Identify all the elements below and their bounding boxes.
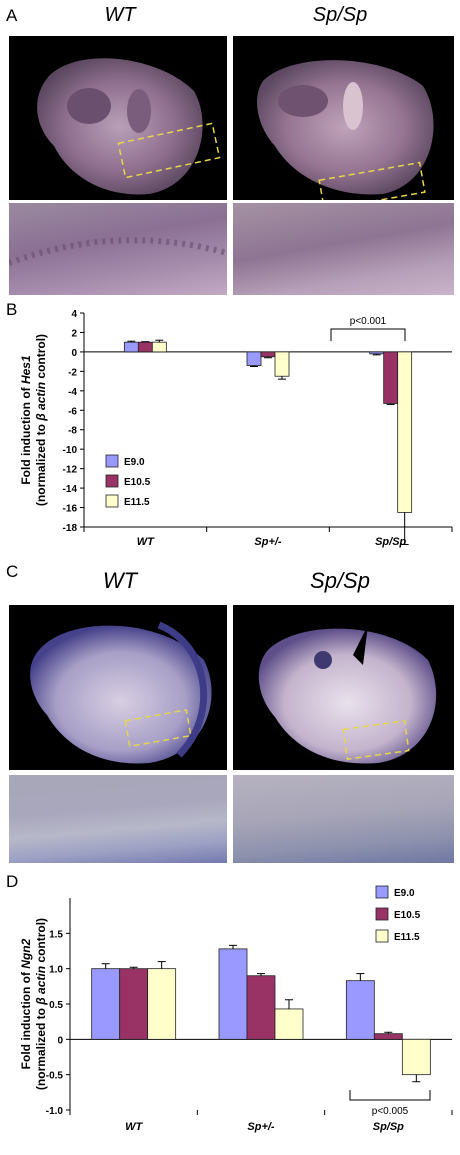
bar	[274, 351, 290, 377]
x-category-label: Sp/Sp	[375, 536, 406, 548]
bar	[369, 351, 385, 355]
y-tick-label: 0.5	[49, 1000, 63, 1011]
embryo-photo-spsp-a	[233, 36, 454, 200]
y-tick-label: -12	[63, 465, 78, 476]
genotype-label-spsp-c: Sp/Sp	[310, 568, 370, 593]
panel-letter-a: A	[6, 6, 18, 25]
bar	[91, 968, 121, 1040]
embryo-photo-wt-c	[9, 605, 227, 770]
legend-label: E9.0	[394, 888, 415, 899]
significance-label: p<0.001	[350, 316, 387, 327]
panel-letter-b: B	[6, 300, 18, 319]
bar	[246, 975, 276, 1040]
y-tick-label: -18	[63, 523, 78, 534]
y-tick-label: -16	[63, 504, 78, 515]
bar	[246, 351, 262, 366]
somite-closeup-wt-c	[9, 775, 227, 863]
y-tick-label: -4	[68, 387, 77, 398]
y-axis-label: Fold induction of Ngn2(normalized to β a…	[19, 918, 48, 1090]
legend-swatch	[375, 929, 389, 943]
hes1-bar-chart: 4 2 0 -2 -4 -6 -8 -10 -12 -14 -16 -18 WT Sp+/- Sp/Sp Fo…	[19, 309, 453, 548]
y-tick-label: -1.0	[46, 1106, 64, 1117]
y-axis-label-line1: Fold induction of Hes1	[19, 355, 33, 485]
legend-label: E9.0	[124, 457, 145, 468]
ngn2-bar-chart: 1.5 1.0 0.5 0 -0.5 -1.0 WT Sp+/- Sp/Sp Fold induc…	[19, 885, 453, 1133]
legend-label: E10.5	[394, 910, 421, 921]
legend-swatch	[105, 454, 119, 468]
x-category-label: Sp+/-	[247, 1121, 275, 1133]
y-tick-label: -8	[68, 426, 77, 437]
y-axis-label-line1: Fold induction of Ngn2	[19, 938, 33, 1069]
bar	[123, 341, 139, 353]
y-tick-label: 4	[71, 309, 77, 320]
somite-closeup-spsp-c	[233, 775, 454, 863]
embryo-photo-spsp-c	[233, 605, 454, 770]
genotype-label-wt-c: WT	[102, 568, 138, 593]
x-category-label: WT	[125, 1121, 143, 1133]
y-tick-label: 2	[71, 328, 77, 339]
y-axis-label-line2: (normalized to β actin control)	[34, 334, 48, 506]
legend-label: E11.5	[394, 932, 420, 943]
bar	[373, 1033, 403, 1040]
bar	[119, 968, 149, 1040]
legend-label: E10.5	[124, 477, 151, 488]
bar	[397, 351, 413, 513]
y-tick-label: 0	[57, 1035, 63, 1046]
bar	[383, 351, 399, 404]
panel-letter-c: C	[6, 562, 19, 581]
significance-label: p<0.005	[372, 1106, 409, 1117]
genotype-label-spsp-a: Sp/Sp	[312, 4, 368, 26]
legend-swatch	[375, 907, 389, 921]
bar	[137, 341, 153, 353]
legend-label: E11.5	[124, 497, 150, 508]
bar	[147, 968, 177, 1040]
y-axis-label: Fold induction of Hes1(normalized to β a…	[19, 334, 48, 506]
legend-swatch	[105, 474, 119, 488]
y-tick-label: -0.5	[46, 1071, 64, 1082]
legend-swatch	[105, 494, 119, 508]
panel-letter-d: D	[6, 872, 19, 891]
x-category-label: Sp+/-	[254, 536, 282, 548]
y-tick-label: -14	[63, 484, 78, 495]
x-category-label: WT	[137, 536, 155, 548]
bar	[260, 351, 276, 358]
y-tick-label: 1.0	[49, 965, 63, 976]
genotype-label-wt-a: WT	[104, 4, 136, 26]
somite-closeup-spsp-a	[233, 203, 454, 295]
y-tick-label: -10	[63, 445, 78, 456]
y-tick-label: -6	[68, 406, 77, 417]
bar	[345, 980, 375, 1040]
bar	[151, 341, 167, 353]
y-tick-label: -2	[68, 367, 77, 378]
somite-closeup-wt-a	[9, 203, 227, 295]
significance-bracket	[330, 328, 406, 341]
bar	[274, 1008, 304, 1040]
embryo-photo-wt-a	[9, 36, 227, 200]
legend-swatch	[375, 885, 389, 899]
x-category-label: Sp/Sp	[373, 1121, 404, 1133]
y-axis-label-line2: (normalized to β actin control)	[34, 918, 48, 1090]
bar	[401, 1038, 431, 1076]
y-tick-label: 0	[71, 348, 77, 359]
bar	[218, 948, 248, 1040]
significance-bracket	[349, 1090, 431, 1101]
y-tick-label: 1.5	[49, 929, 63, 940]
